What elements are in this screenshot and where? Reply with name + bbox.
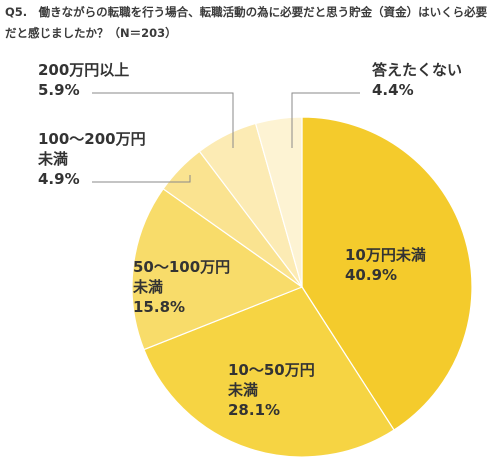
- slice-label: 50〜100万円未満 15.8%: [132, 258, 230, 316]
- slice-label-line: 未満: [132, 278, 163, 296]
- slice-label-line: 200万円以上: [38, 61, 129, 79]
- slice-value-text: 4.9%: [38, 170, 80, 188]
- slice-label-line: 50〜100万円: [133, 258, 230, 276]
- slice-label: 200万円以上 5.9%: [38, 61, 129, 99]
- leader-line: [92, 92, 234, 148]
- leader-line: [92, 175, 191, 183]
- slice-label: 10万円未満 40.9%: [345, 246, 426, 284]
- slice-label-line: 未満: [227, 381, 258, 399]
- slice-label-line: 未満: [37, 150, 68, 168]
- pie-slice: [143, 286, 395, 458]
- slice-value-text: 5.9%: [38, 81, 80, 99]
- pie-slices: [131, 116, 473, 458]
- slice-label-line: 答えたくない: [372, 61, 462, 79]
- pie-slice: [131, 187, 304, 351]
- slice-label: 100〜200万円未満 4.9%: [37, 130, 146, 188]
- slice-label: 答えたくない 4.4%: [372, 61, 462, 99]
- slice-labels: 10万円未満 40.9%10〜50万円未満 28.1%50〜100万円未満 15.8%…: [37, 61, 462, 419]
- slice-value-text: 4.4%: [372, 81, 414, 99]
- slice-label-line: 10万円未満: [345, 246, 426, 264]
- slice-label-line: 100〜200万円: [38, 130, 146, 148]
- slice-value-text: 28.1%: [228, 401, 280, 419]
- chart-title: Q5. 働きながらの転職を行う場合、転職活動の為に必要だと思う貯金（資金）はいく…: [5, 5, 488, 40]
- slice-value-text: 40.9%: [345, 266, 397, 284]
- leader-line: [291, 92, 360, 148]
- leader-lines: [92, 92, 360, 183]
- pie-slice: [301, 116, 473, 431]
- slice-value-text: 15.8%: [133, 298, 185, 316]
- pie-slice: [254, 116, 303, 288]
- slice-label: 10〜50万円未満 28.1%: [227, 361, 315, 419]
- slice-label-line: 10〜50万円: [228, 361, 315, 379]
